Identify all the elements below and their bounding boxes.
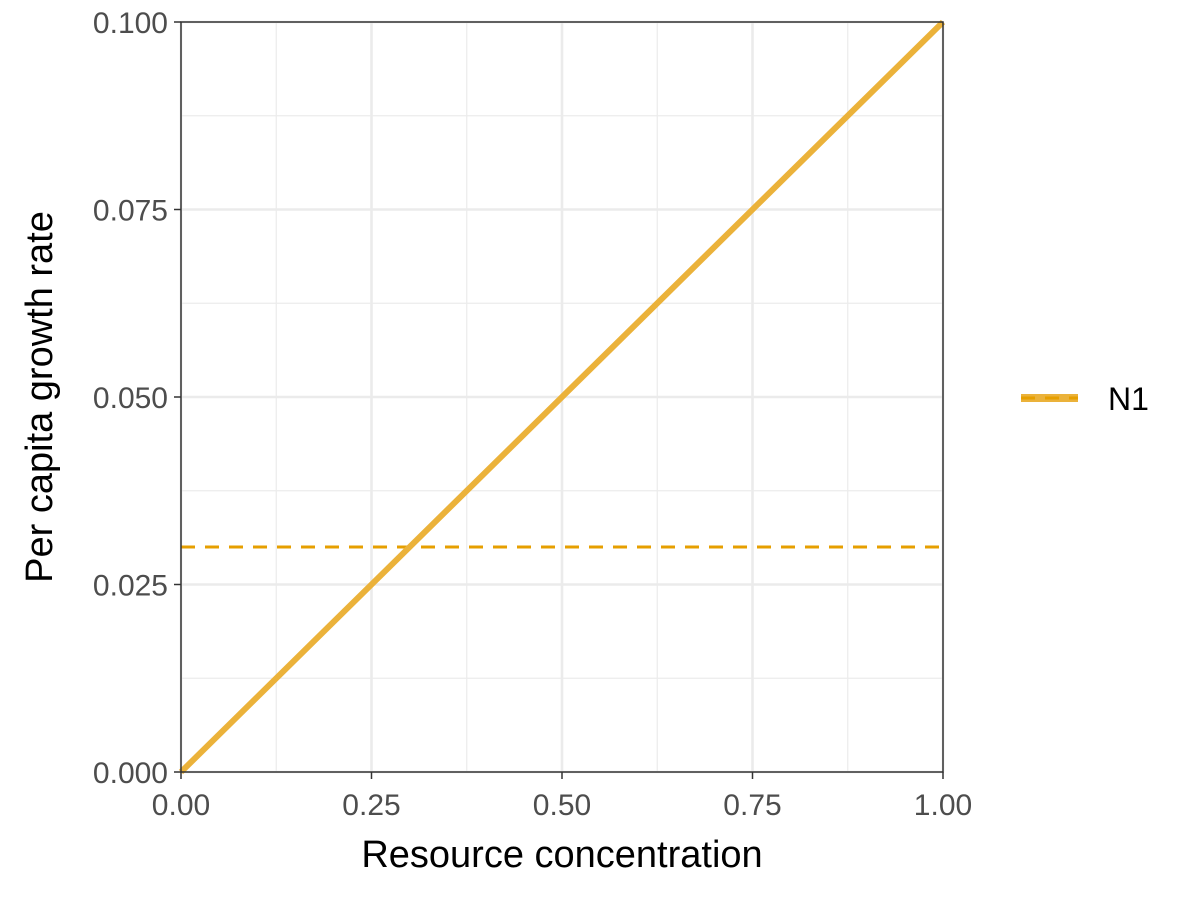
legend: N1 xyxy=(1021,381,1149,417)
series-line xyxy=(178,19,946,775)
axes: 0.00 0.25 0.50 0.75 1.00 0.000 0.025 0.050 0.075… xyxy=(93,7,972,822)
x-tick-label: 0.75 xyxy=(723,789,781,822)
x-axis-label: Resource concentration xyxy=(361,834,762,876)
y-tick-label: 0.100 xyxy=(93,7,168,40)
marks xyxy=(178,19,946,775)
x-tick-label: 0.25 xyxy=(342,789,400,822)
x-tick-label: 0.50 xyxy=(533,789,591,822)
y-tick-label: 0.050 xyxy=(93,382,168,415)
x-tick-label: 1.00 xyxy=(914,789,972,822)
y-axis-label: Per capita growth rate xyxy=(19,211,61,583)
x-tick-label: 0.00 xyxy=(152,789,210,822)
legend-label: N1 xyxy=(1108,381,1149,417)
y-tick-label: 0.025 xyxy=(93,570,168,603)
y-tick-label: 0.075 xyxy=(93,195,168,228)
y-tick-label: 0.000 xyxy=(93,757,168,790)
